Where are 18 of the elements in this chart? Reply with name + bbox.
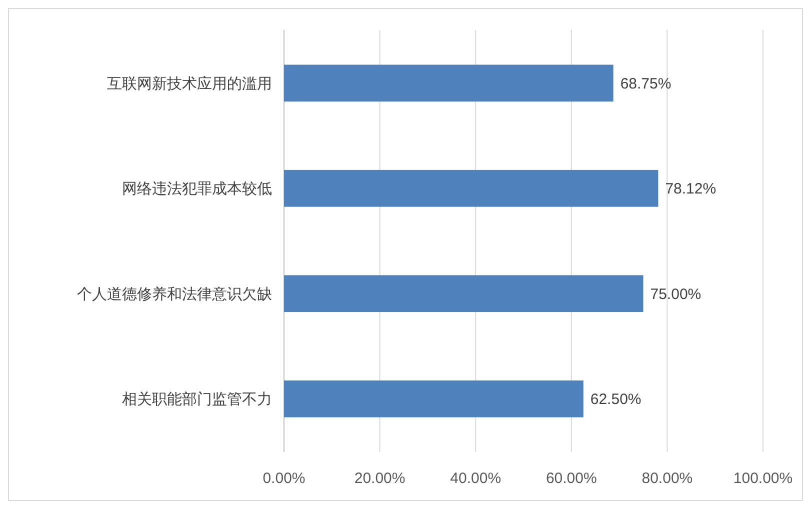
data-label: 78.12% (665, 180, 716, 198)
x-tick-label: 80.00% (642, 470, 693, 487)
data-label: 62.50% (590, 391, 642, 408)
bar (284, 64, 614, 102)
bar (284, 170, 658, 207)
y-tick-label: 网络违法犯罪成本较低 (122, 180, 272, 198)
x-tick-label: 40.00% (450, 470, 502, 487)
bar (284, 380, 584, 418)
y-tick-label: 个人道德修养和法律意识欠缺 (77, 286, 272, 303)
x-tick-label: 100.00% (733, 470, 793, 487)
bar (284, 275, 644, 312)
y-tick-label: 相关职能部门监管不力 (122, 391, 272, 408)
x-tick-label: 60.00% (546, 470, 597, 487)
data-label: 75.00% (650, 286, 702, 303)
y-tick-label: 互联网新技术应用的滥用 (107, 75, 272, 92)
data-label: 68.75% (620, 75, 672, 92)
x-tick-label: 20.00% (354, 470, 406, 487)
x-tick-label: 0.00% (262, 470, 306, 487)
